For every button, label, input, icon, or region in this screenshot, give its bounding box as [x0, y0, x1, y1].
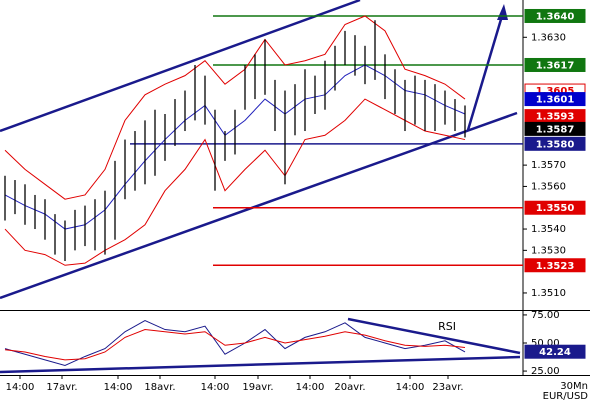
x-tick-label: 14:00	[201, 382, 230, 393]
rsi-trend-lower	[0, 355, 521, 374]
rsi-trend-upper	[347, 317, 521, 355]
price-box	[524, 258, 586, 273]
price-box-label: 1.3617	[536, 60, 575, 71]
x-tick-label: 23avr.	[432, 382, 463, 393]
price-box	[524, 8, 586, 23]
y-tick-label: 50.00	[531, 338, 560, 349]
x-tick-label: 14:00	[6, 382, 35, 393]
price-box-label: 1.3550	[536, 203, 575, 214]
band-line	[4, 15, 466, 200]
y-tick-label: 1.3570	[531, 160, 566, 171]
price-box-label: 1.3601	[536, 95, 575, 106]
price-box-label: 1.3587	[536, 124, 575, 135]
x-tick-label: 19avr.	[242, 382, 273, 393]
x-tick-label: 14:00	[296, 382, 325, 393]
price-box-label: 1.3605	[536, 86, 575, 97]
arrow-head	[497, 4, 508, 20]
price-box	[524, 57, 586, 72]
y-tick-label: 1.3560	[531, 181, 566, 192]
target-arrow	[466, 15, 504, 131]
band-line	[4, 98, 466, 266]
x-tick-label: 14:00	[104, 382, 133, 393]
period: 30Mn	[560, 381, 588, 392]
channel-lower	[0, 111, 518, 300]
price-box	[524, 200, 586, 215]
price-box	[524, 121, 586, 136]
x-tick-label: 17avr.	[46, 382, 77, 393]
price-box-label: 1.3523	[536, 261, 575, 272]
channel-upper	[0, 0, 361, 133]
y-tick-label: 1.3510	[531, 288, 566, 299]
y-tick-label: 1.3530	[531, 245, 566, 256]
rsi-line	[4, 319, 466, 366]
price-box-label: 1.3593	[536, 112, 575, 123]
rsi-trend-lines	[0, 317, 521, 374]
price-box-label: 1.3640	[536, 11, 575, 22]
rsi-label: RSI	[438, 320, 456, 333]
price-box-label: 42.24	[539, 347, 571, 358]
symbol: EUR/USD	[543, 391, 589, 400]
x-tick-label: 18avr.	[144, 382, 175, 393]
y-tick-label: 25.00	[531, 366, 560, 377]
price-box-label: 1.3580	[536, 139, 575, 150]
rsi-line	[4, 329, 466, 361]
y-tick-label: 1.3540	[531, 224, 566, 235]
y-tick-label: 1.3630	[531, 32, 566, 43]
price-box	[524, 136, 586, 151]
trend-lines	[0, 0, 518, 300]
y-tick-label: 75.00	[531, 310, 560, 321]
price-box	[524, 92, 586, 107]
x-tick-label: 20avr.	[334, 382, 365, 393]
x-tick-label: 14:00	[396, 382, 425, 393]
price-box	[524, 344, 586, 359]
